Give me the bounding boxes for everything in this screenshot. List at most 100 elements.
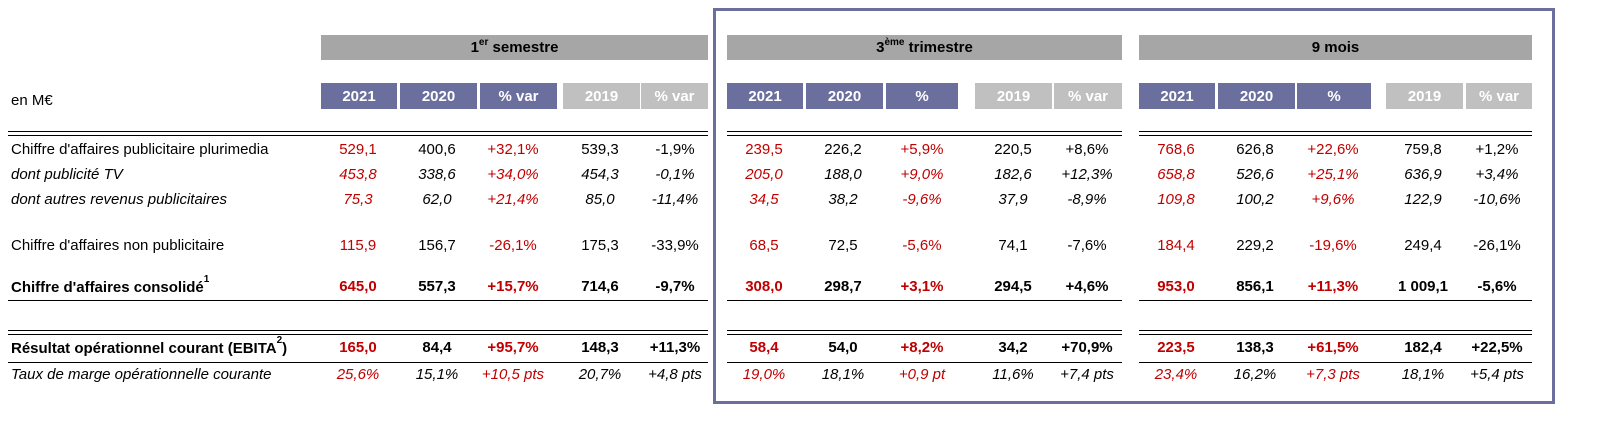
footnote-marker: 1 — [203, 274, 210, 285]
column-header: 2021 — [321, 83, 397, 109]
table-cell: 37,9 — [998, 191, 1028, 208]
table-cell: +32,1% — [487, 141, 539, 158]
ebita-bottom-rule — [8, 362, 708, 363]
column-header: 2020 — [806, 83, 883, 109]
table-cell: -8,9% — [1067, 191, 1107, 208]
band-3eme-trimestre: 3 ème trimestre — [727, 35, 1122, 60]
band-text: trimestre — [904, 39, 973, 56]
table-cell: 759,8 — [1404, 141, 1442, 158]
table-cell: 15,1% — [415, 366, 459, 383]
table-cell: 62,0 — [422, 191, 452, 208]
row-label-text: Chiffre d'affaires publicitaire plurimed… — [11, 141, 269, 158]
table-cell: 220,5 — [994, 141, 1032, 158]
table-cell: 636,9 — [1404, 166, 1442, 183]
column-header: 2021 — [1139, 83, 1215, 109]
row-label-text: Chiffre d'affaires non publicitaire — [11, 237, 225, 254]
table-cell: 239,5 — [745, 141, 783, 158]
table-cell: 249,4 — [1404, 237, 1442, 254]
row-label-text: Taux de marge opérationnelle courante — [11, 366, 272, 383]
table-cell: 72,5 — [828, 237, 858, 254]
row-label: Chiffre d'affaires publicitaire plurimed… — [11, 141, 268, 158]
table-cell: +8,2% — [900, 339, 944, 356]
column-header: % var — [641, 83, 708, 109]
table-cell: 529,1 — [339, 141, 377, 158]
highlight-frame — [713, 8, 1555, 404]
table-cell: 18,1% — [1401, 366, 1445, 383]
column-header: % — [1297, 83, 1371, 109]
table-cell: 11,6% — [992, 366, 1034, 383]
table-cell: +15,7% — [487, 278, 539, 295]
table-cell: +3,1% — [900, 278, 944, 295]
table-cell: -19,6% — [1309, 237, 1357, 254]
table-cell: 453,8 — [339, 166, 377, 183]
table-cell: +9,6% — [1311, 191, 1355, 208]
column-header: 2020 — [1218, 83, 1295, 109]
table-cell: 294,5 — [994, 278, 1032, 295]
table-cell: 658,8 — [1157, 166, 1195, 183]
table-cell: 205,0 — [745, 166, 783, 183]
table-cell: 175,3 — [581, 237, 619, 254]
band-text: 9 mois — [1311, 39, 1360, 56]
table-cell: +5,9% — [900, 141, 944, 158]
band-9-mois: 9 mois — [1139, 35, 1532, 60]
table-cell: -1,9% — [655, 141, 695, 158]
column-header: 2019 — [1386, 83, 1463, 109]
table-cell: +25,1% — [1307, 166, 1359, 183]
band-text: 3 — [876, 39, 885, 56]
table-cell: 229,2 — [1236, 237, 1274, 254]
table-cell: 182,6 — [994, 166, 1032, 183]
table-cell: 84,4 — [422, 339, 452, 356]
table-cell: -5,6% — [902, 237, 942, 254]
table-cell: 34,5 — [749, 191, 779, 208]
ebita-rule — [1139, 330, 1532, 335]
total-rule — [8, 300, 708, 301]
table-cell: 19,0% — [742, 366, 786, 383]
footnote-marker: 2 — [276, 335, 283, 346]
row-label: dont autres revenus publicitaires — [11, 191, 227, 208]
table-cell: -10,6% — [1473, 191, 1521, 208]
table-cell: -26,1% — [489, 237, 537, 254]
table-cell: 34,2 — [998, 339, 1028, 356]
column-header: 2019 — [563, 83, 640, 109]
column-header: % — [886, 83, 958, 109]
ebita-rule — [8, 330, 708, 335]
table-cell: 308,0 — [745, 278, 783, 295]
table-cell: 226,2 — [824, 141, 862, 158]
band-sup: ème — [884, 37, 905, 48]
table-cell: 68,5 — [749, 237, 779, 254]
table-cell: 58,4 — [749, 339, 779, 356]
table-cell: 109,8 — [1157, 191, 1195, 208]
row-label: Résultat opérationnel courant (EBITA2) — [11, 335, 287, 357]
table-cell: -9,6% — [902, 191, 942, 208]
table-cell: -26,1% — [1473, 237, 1521, 254]
band-text: semestre — [488, 39, 559, 56]
row-label-text: Résultat opérationnel courant (EBITA — [11, 340, 277, 357]
ebita-bottom-rule — [1139, 362, 1532, 363]
table-cell: +61,5% — [1307, 339, 1359, 356]
table-cell: 18,1% — [821, 366, 865, 383]
table-cell: 557,3 — [418, 278, 456, 295]
table-cell: 16,2% — [1233, 366, 1277, 383]
table-cell: 156,7 — [418, 237, 456, 254]
table-cell: 188,0 — [824, 166, 862, 183]
table-cell: +0,9 pt — [898, 366, 946, 383]
table-cell: 223,5 — [1157, 339, 1195, 356]
table-cell: 115,9 — [339, 237, 377, 254]
row-label: Chiffre d'affaires non publicitaire — [11, 237, 224, 254]
table-cell: +22,6% — [1307, 141, 1359, 158]
table-cell: +12,3% — [1061, 166, 1113, 183]
row-label-text: dont autres revenus publicitaires — [11, 191, 227, 208]
table-cell: 182,4 — [1404, 339, 1442, 356]
table-cell: -7,6% — [1067, 237, 1107, 254]
row-label: dont publicité TV — [11, 166, 123, 183]
top-rule — [1139, 131, 1532, 136]
band-sup: er — [478, 37, 489, 48]
table-cell: -33,9% — [651, 237, 699, 254]
row-label: Chiffre d'affaires consolidé1 — [11, 274, 209, 296]
column-header: 2021 — [727, 83, 803, 109]
table-cell: 298,7 — [824, 278, 862, 295]
ebita-rule — [727, 330, 1122, 335]
band-text: 1 — [470, 39, 479, 56]
table-cell: +7,3 pts — [1306, 366, 1360, 383]
table-cell: +70,9% — [1061, 339, 1113, 356]
